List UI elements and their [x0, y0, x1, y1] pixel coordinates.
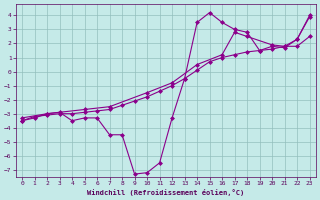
X-axis label: Windchill (Refroidissement éolien,°C): Windchill (Refroidissement éolien,°C) — [87, 189, 244, 196]
